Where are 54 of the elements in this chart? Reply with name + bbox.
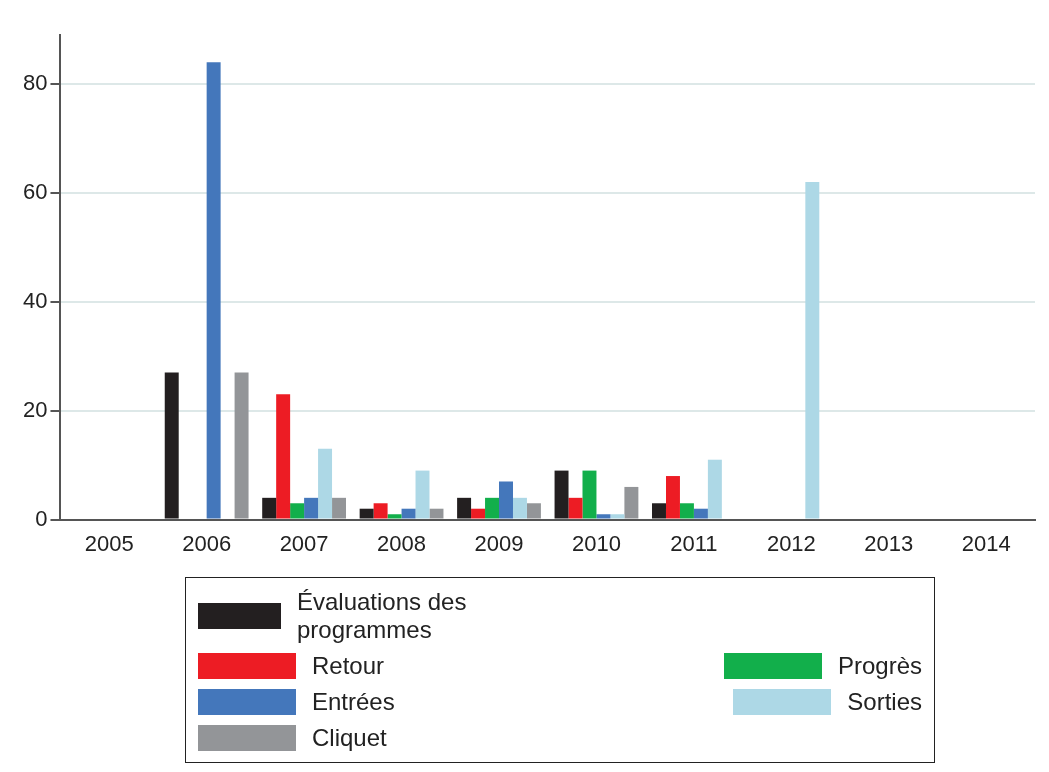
bar [290,503,305,519]
x-tick-label: 2011 [670,530,718,556]
legend-label: Évaluations des programmes [296,588,468,644]
y-tick-label: 0 [35,505,48,531]
bar [652,503,666,519]
bar [679,503,694,519]
bar [206,62,221,519]
bar [582,470,597,519]
bar [707,459,722,519]
bar [373,503,388,519]
bar [234,372,249,519]
y-tick-label: 80 [22,70,48,96]
bar [554,470,569,519]
bar [359,508,374,519]
bar [457,497,472,519]
x-tick-label: 2010 [571,530,621,556]
bar [276,394,291,519]
bar [526,503,541,519]
bar [332,497,347,519]
bar [693,508,708,519]
x-tick-label: 2007 [279,530,329,556]
bar [610,514,625,519]
bar [304,497,319,519]
bar [665,476,680,519]
bar [262,497,277,519]
y-tick-label: 40 [22,287,48,313]
bar [401,508,416,519]
legend-label: Sorties [847,688,922,716]
y-tick-label: 60 [22,178,48,204]
legend-label: Progrès [837,652,922,680]
bar [499,481,513,519]
x-tick-label: 2013 [864,530,914,556]
bar [318,448,333,519]
bar [471,508,486,519]
x-tick-label: 2012 [766,530,816,556]
legend-label: Cliquet [312,724,387,752]
bar [568,497,583,519]
bar [415,470,430,519]
legend-label: Entrées [312,688,395,716]
x-tick-label: 2005 [84,530,134,556]
x-tick-label: 2006 [182,530,232,556]
x-tick-label: 2009 [474,530,524,556]
bar [164,372,179,519]
bar [805,182,820,519]
legend-label: Retour [312,652,385,680]
bar [387,514,402,519]
bar [429,508,444,519]
bar [512,497,527,519]
y-tick-label: 20 [22,396,48,422]
x-tick-label: 2014 [961,530,1011,556]
bar [624,486,639,519]
bar [596,514,611,519]
bar [485,497,500,519]
x-tick-label: 2008 [377,530,427,556]
